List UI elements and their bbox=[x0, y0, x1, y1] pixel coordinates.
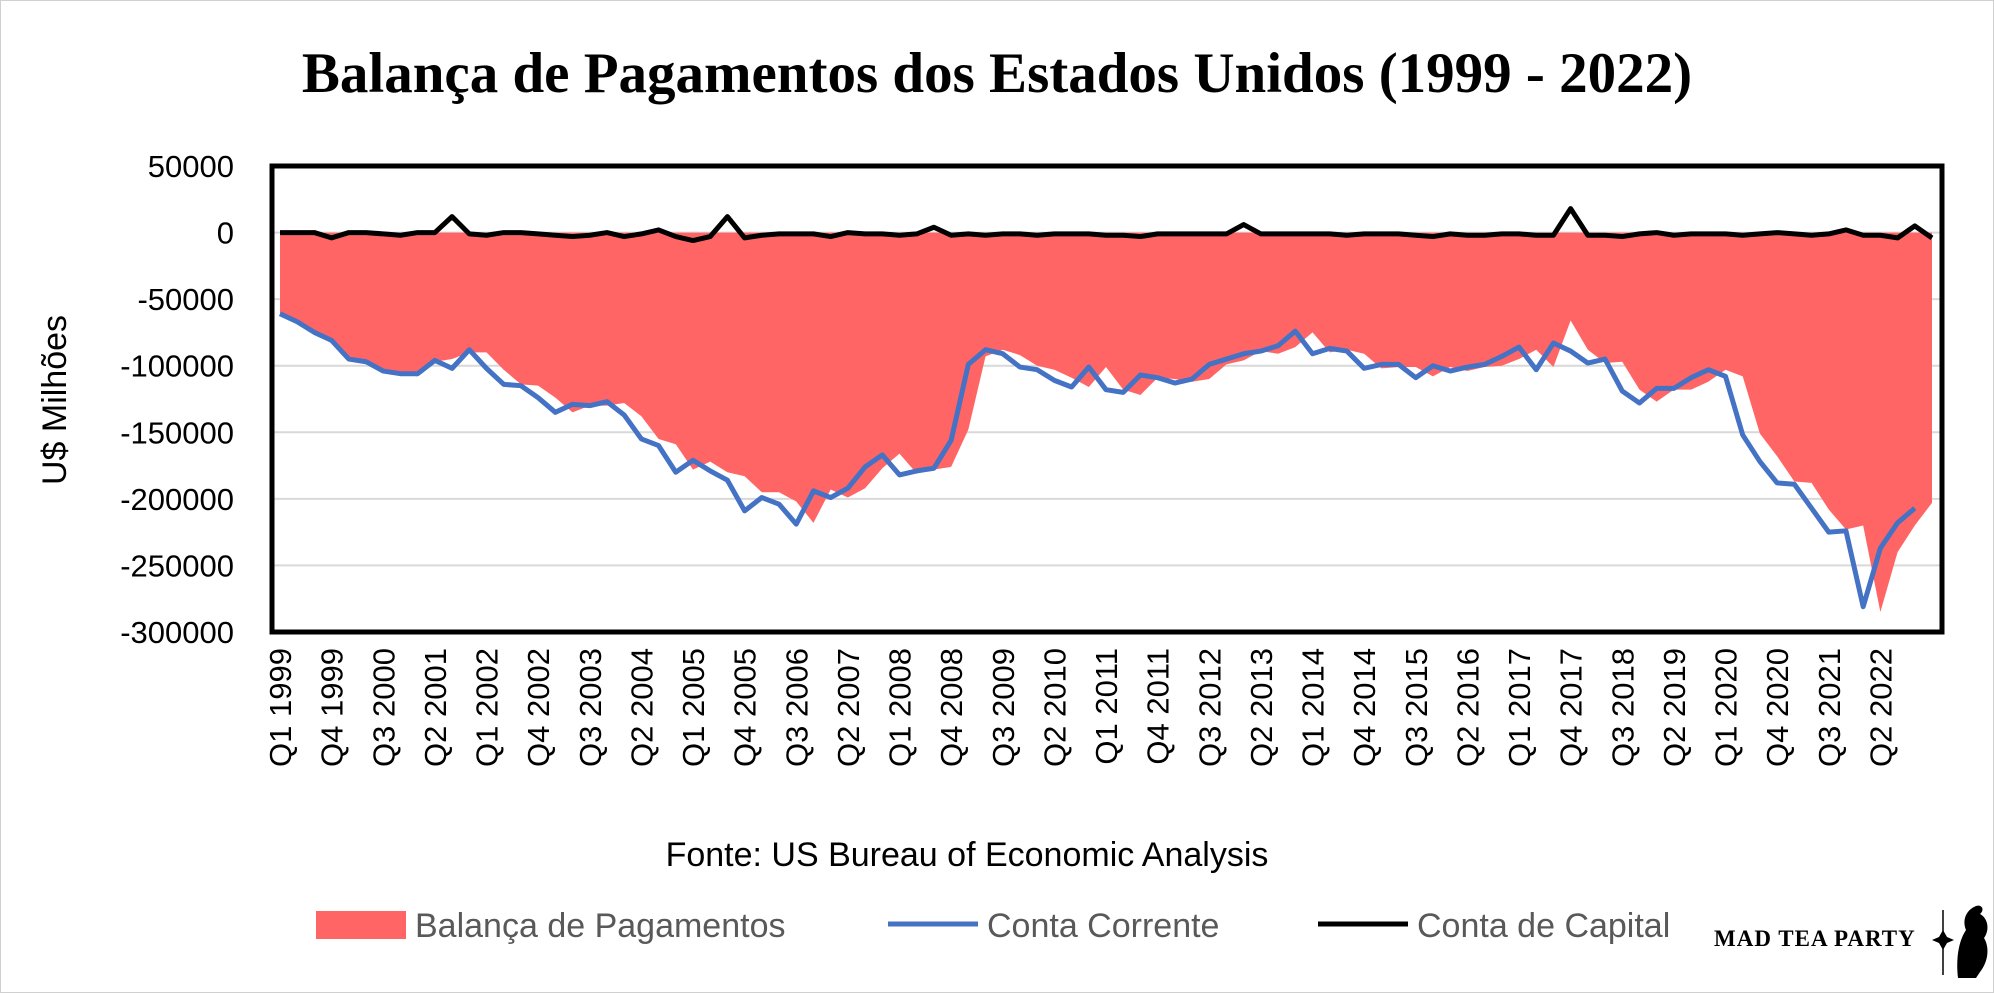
x-tick-label: Q1 1999 bbox=[263, 648, 298, 767]
y-axis-label: U$ Milhões bbox=[36, 315, 74, 485]
legend-label-conta-corrente: Conta Corrente bbox=[987, 907, 1219, 945]
x-tick-label: Q3 2018 bbox=[1605, 648, 1640, 767]
x-tick-label: Q4 2014 bbox=[1347, 648, 1382, 767]
legend-swatch-balanca bbox=[316, 911, 406, 939]
legend-label-conta-capital: Conta de Capital bbox=[1417, 907, 1670, 945]
x-tick-label: Q3 2000 bbox=[366, 648, 401, 767]
x-tick-label: Q1 2017 bbox=[1502, 648, 1537, 767]
x-tick-label: Q2 2013 bbox=[1244, 648, 1279, 767]
y-tick-label: -300000 bbox=[120, 615, 234, 650]
x-tick-label: Q2 2001 bbox=[418, 648, 453, 767]
x-tick-label: Q1 2002 bbox=[470, 648, 505, 767]
logo-text: MAD TEA PARTY bbox=[1714, 926, 1916, 951]
x-tick-label: Q4 2011 bbox=[1141, 648, 1176, 765]
rabbit-silhouette-icon bbox=[1957, 905, 1988, 978]
x-tick-label: Q4 2005 bbox=[728, 648, 763, 767]
x-tick-label: Q2 2019 bbox=[1657, 648, 1692, 767]
x-tick-label: Q3 2009 bbox=[986, 648, 1021, 767]
x-tick-label: Q3 2012 bbox=[1192, 648, 1227, 767]
x-tick-label: Q2 2004 bbox=[624, 648, 659, 767]
x-tick-label: Q4 1999 bbox=[315, 648, 350, 767]
x-tick-label: Q3 2003 bbox=[573, 648, 608, 767]
series-line-conta-corrente bbox=[278, 311, 1917, 610]
x-tick-label: Q2 2022 bbox=[1863, 648, 1898, 767]
x-tick-label: Q1 2005 bbox=[676, 648, 711, 767]
series-area-balanca-de-pagamentos bbox=[280, 232, 1932, 613]
y-tick-label: -100000 bbox=[120, 349, 234, 384]
x-tick-label: Q1 2020 bbox=[1709, 648, 1744, 767]
x-tick-label: Q4 2002 bbox=[521, 648, 556, 767]
legend: Balança de Pagamentos Conta Corrente Con… bbox=[316, 907, 1670, 945]
logo-star-icon bbox=[1932, 930, 1954, 950]
y-tick-label: -150000 bbox=[120, 415, 234, 450]
x-tick-label: Q1 2011 bbox=[1089, 648, 1124, 765]
x-tick-label: Q3 2015 bbox=[1399, 648, 1434, 767]
x-tick-label: Q2 2016 bbox=[1450, 648, 1485, 767]
x-tick-labels: Q1 1999 Q4 1999 Q3 2000 Q2 2001 Q1 2002 Q4 20… bbox=[263, 648, 1898, 767]
mad-tea-party-logo: MAD TEA PARTY bbox=[1714, 905, 1988, 978]
y-tick-label: -50000 bbox=[137, 282, 234, 317]
series-line-conta-de-capital bbox=[280, 206, 1934, 244]
x-tick-label: Q4 2008 bbox=[934, 648, 969, 767]
x-tick-label: Q2 2010 bbox=[1037, 648, 1072, 767]
x-tick-label: Q4 2017 bbox=[1554, 648, 1589, 767]
x-tick-label: Q1 2008 bbox=[883, 648, 918, 767]
plot-area bbox=[278, 206, 1934, 613]
x-tick-label: Q4 2020 bbox=[1760, 648, 1795, 767]
y-tick-label: 0 bbox=[217, 216, 234, 251]
chart-title: Balança de Pagamentos dos Estados Unidos… bbox=[302, 42, 1692, 105]
y-tick-label: 50000 bbox=[148, 149, 234, 184]
legend-label-balanca: Balança de Pagamentos bbox=[415, 907, 785, 945]
x-tick-label: Q3 2021 bbox=[1812, 648, 1847, 767]
x-tick-label: Q1 2014 bbox=[1296, 648, 1331, 767]
x-tick-label: Q2 2007 bbox=[831, 648, 866, 767]
y-tick-labels: 50000 0 -50000 -100000 -150000 -200000 -250000… bbox=[120, 149, 234, 650]
x-tick-label: Q3 2006 bbox=[779, 648, 814, 767]
plot-border bbox=[269, 163, 1945, 635]
y-tick-label: -250000 bbox=[120, 548, 234, 583]
y-tick-label: -200000 bbox=[120, 482, 234, 517]
x-axis-label: Fonte: US Bureau of Economic Analysis bbox=[666, 836, 1269, 874]
